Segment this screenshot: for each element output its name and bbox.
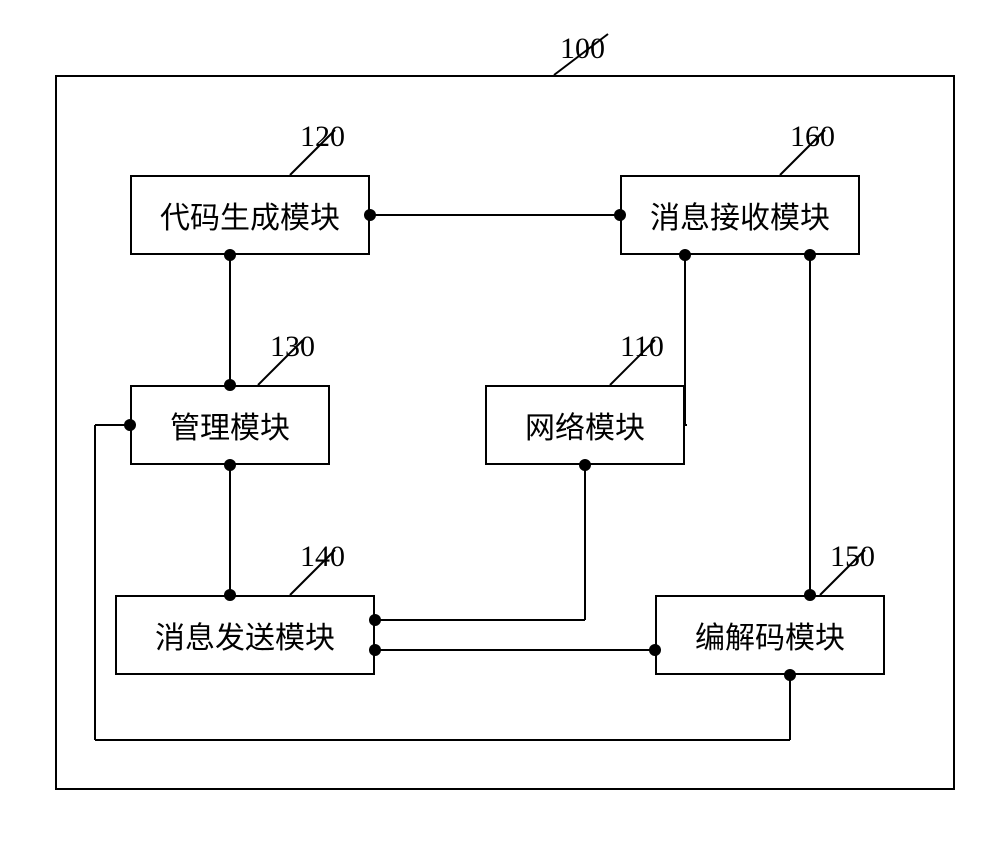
edge-segment [229, 465, 231, 595]
node-140: 消息发送模块 [115, 595, 375, 675]
node-id-label-140: 140 [300, 540, 345, 574]
edge-segment [229, 255, 231, 385]
outer-id-label: 100 [560, 32, 605, 66]
node-id-label-160: 160 [790, 120, 835, 154]
connection-dot [224, 379, 236, 391]
edge-segment [809, 255, 811, 595]
connection-dot [784, 669, 796, 681]
edge-segment [375, 619, 585, 621]
node-110: 网络模块 [485, 385, 685, 465]
edge-segment [684, 255, 686, 425]
node-id-label-120: 120 [300, 120, 345, 154]
connection-dot [124, 419, 136, 431]
edge-segment [685, 424, 687, 426]
connection-dot [224, 249, 236, 261]
connection-dot [369, 614, 381, 626]
edge-segment [370, 214, 620, 216]
connection-dot [364, 209, 376, 221]
connection-dot [804, 249, 816, 261]
node-160: 消息接收模块 [620, 175, 860, 255]
node-id-label-150: 150 [830, 540, 875, 574]
connection-dot [224, 459, 236, 471]
diagram-canvas: 100 代码生成模块 120 消息接收模块 160 管理模块 130 网络模块 110 消息发送… [0, 0, 1000, 864]
connection-dot [804, 589, 816, 601]
connection-dot [614, 209, 626, 221]
edge-segment [95, 739, 790, 741]
node-130: 管理模块 [130, 385, 330, 465]
edge-segment [789, 675, 791, 740]
edge-segment [375, 649, 655, 651]
connection-dot [579, 459, 591, 471]
edge-segment [94, 425, 96, 740]
node-150: 编解码模块 [655, 595, 885, 675]
node-id-label-110: 110 [620, 330, 664, 364]
connection-dot [224, 589, 236, 601]
node-id-label-130: 130 [270, 330, 315, 364]
connection-dot [649, 644, 661, 656]
connection-dot [679, 249, 691, 261]
node-120: 代码生成模块 [130, 175, 370, 255]
edge-segment [584, 465, 586, 620]
connection-dot [369, 644, 381, 656]
